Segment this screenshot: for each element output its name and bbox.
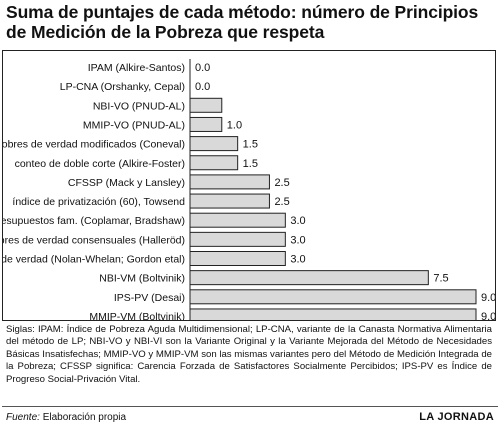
bar <box>189 308 477 320</box>
bar-value-label: 0.0 <box>195 81 210 93</box>
bar-value-label: 0.0 <box>195 62 210 74</box>
bar <box>189 136 239 152</box>
category-label: conteo de doble corte (Alkire-Foster) <box>15 158 185 170</box>
bar <box>189 231 286 247</box>
bar-value-label: 3.0 <box>290 234 305 246</box>
category-label: pobres de verdad consensuales (Halleröd) <box>3 234 185 246</box>
source-label: Fuente: <box>6 412 40 423</box>
category-label: NBI-VO (PNUD-AL) <box>93 100 185 112</box>
bar <box>189 289 477 305</box>
category-label: índice de privatización (60), Towsend <box>12 196 185 208</box>
bar-value-label: 2.5 <box>274 196 289 208</box>
acronyms-note: Siglas: IPAM: Índice de Pobreza Aguda Mu… <box>6 324 492 385</box>
category-label: MMIP-VO (PNUD-AL) <box>83 119 185 131</box>
bar-value-label: 1.5 <box>243 158 258 170</box>
category-label: IPAM (Alkire-Santos) <box>88 62 185 74</box>
bar <box>189 212 286 228</box>
category-label: LP-presupuestos fam. (Coplamar, Bradshaw… <box>3 215 185 227</box>
category-label: pobres de verdad modificados (Coneval) <box>3 139 185 151</box>
category-label: CFSSP (Mack y Lansley) <box>68 177 185 189</box>
bar <box>189 193 270 209</box>
chart-title-line-1: Suma de puntajes de cada método: número … <box>6 2 479 22</box>
footer-divider <box>2 406 498 407</box>
bar <box>189 270 429 286</box>
category-label: MMIP-VM (Boltvinik) <box>89 311 185 320</box>
bar-value-label: 3.0 <box>290 215 305 227</box>
chart-title-line-2: de Medición de la Pobreza que respeta <box>6 22 325 42</box>
bar-value-label: 9.0 <box>481 311 495 320</box>
chart-panel: IPAM (Alkire-Santos) 0.0 LP-CNA (Orshanky,… <box>2 50 496 321</box>
category-label: NBI-VM (Boltvinik) <box>99 273 185 285</box>
bar <box>189 116 223 132</box>
bar-value-label: 1.5 <box>243 139 258 151</box>
category-label: IPS-PV (Desai) <box>114 292 185 304</box>
publisher-brand: LA JORNADA <box>419 411 494 423</box>
bar-chart: IPAM (Alkire-Santos) 0.0 LP-CNA (Orshanky,… <box>3 59 495 320</box>
chart-title: Suma de puntajes de cada método: número … <box>6 2 496 42</box>
bar-value-label: 2.5 <box>274 177 289 189</box>
bar-value-label: 7.5 <box>433 273 448 285</box>
source-text: Elaboración propia <box>42 412 127 423</box>
category-label: LP-CNA (Orshanky, Cepal) <box>60 81 185 93</box>
bar <box>189 174 270 190</box>
bar <box>189 97 223 113</box>
source-credit: Fuente: Elaboración propia <box>6 412 126 423</box>
bar <box>189 155 239 171</box>
bar-value-label: 9.0 <box>481 292 495 304</box>
bar-value-label: 1.0 <box>227 119 242 131</box>
bar <box>189 251 286 266</box>
bar-value-label: 3.0 <box>290 254 305 266</box>
category-label: pobres de verdad (Nolan-Whelan; Gordon e… <box>3 254 185 266</box>
